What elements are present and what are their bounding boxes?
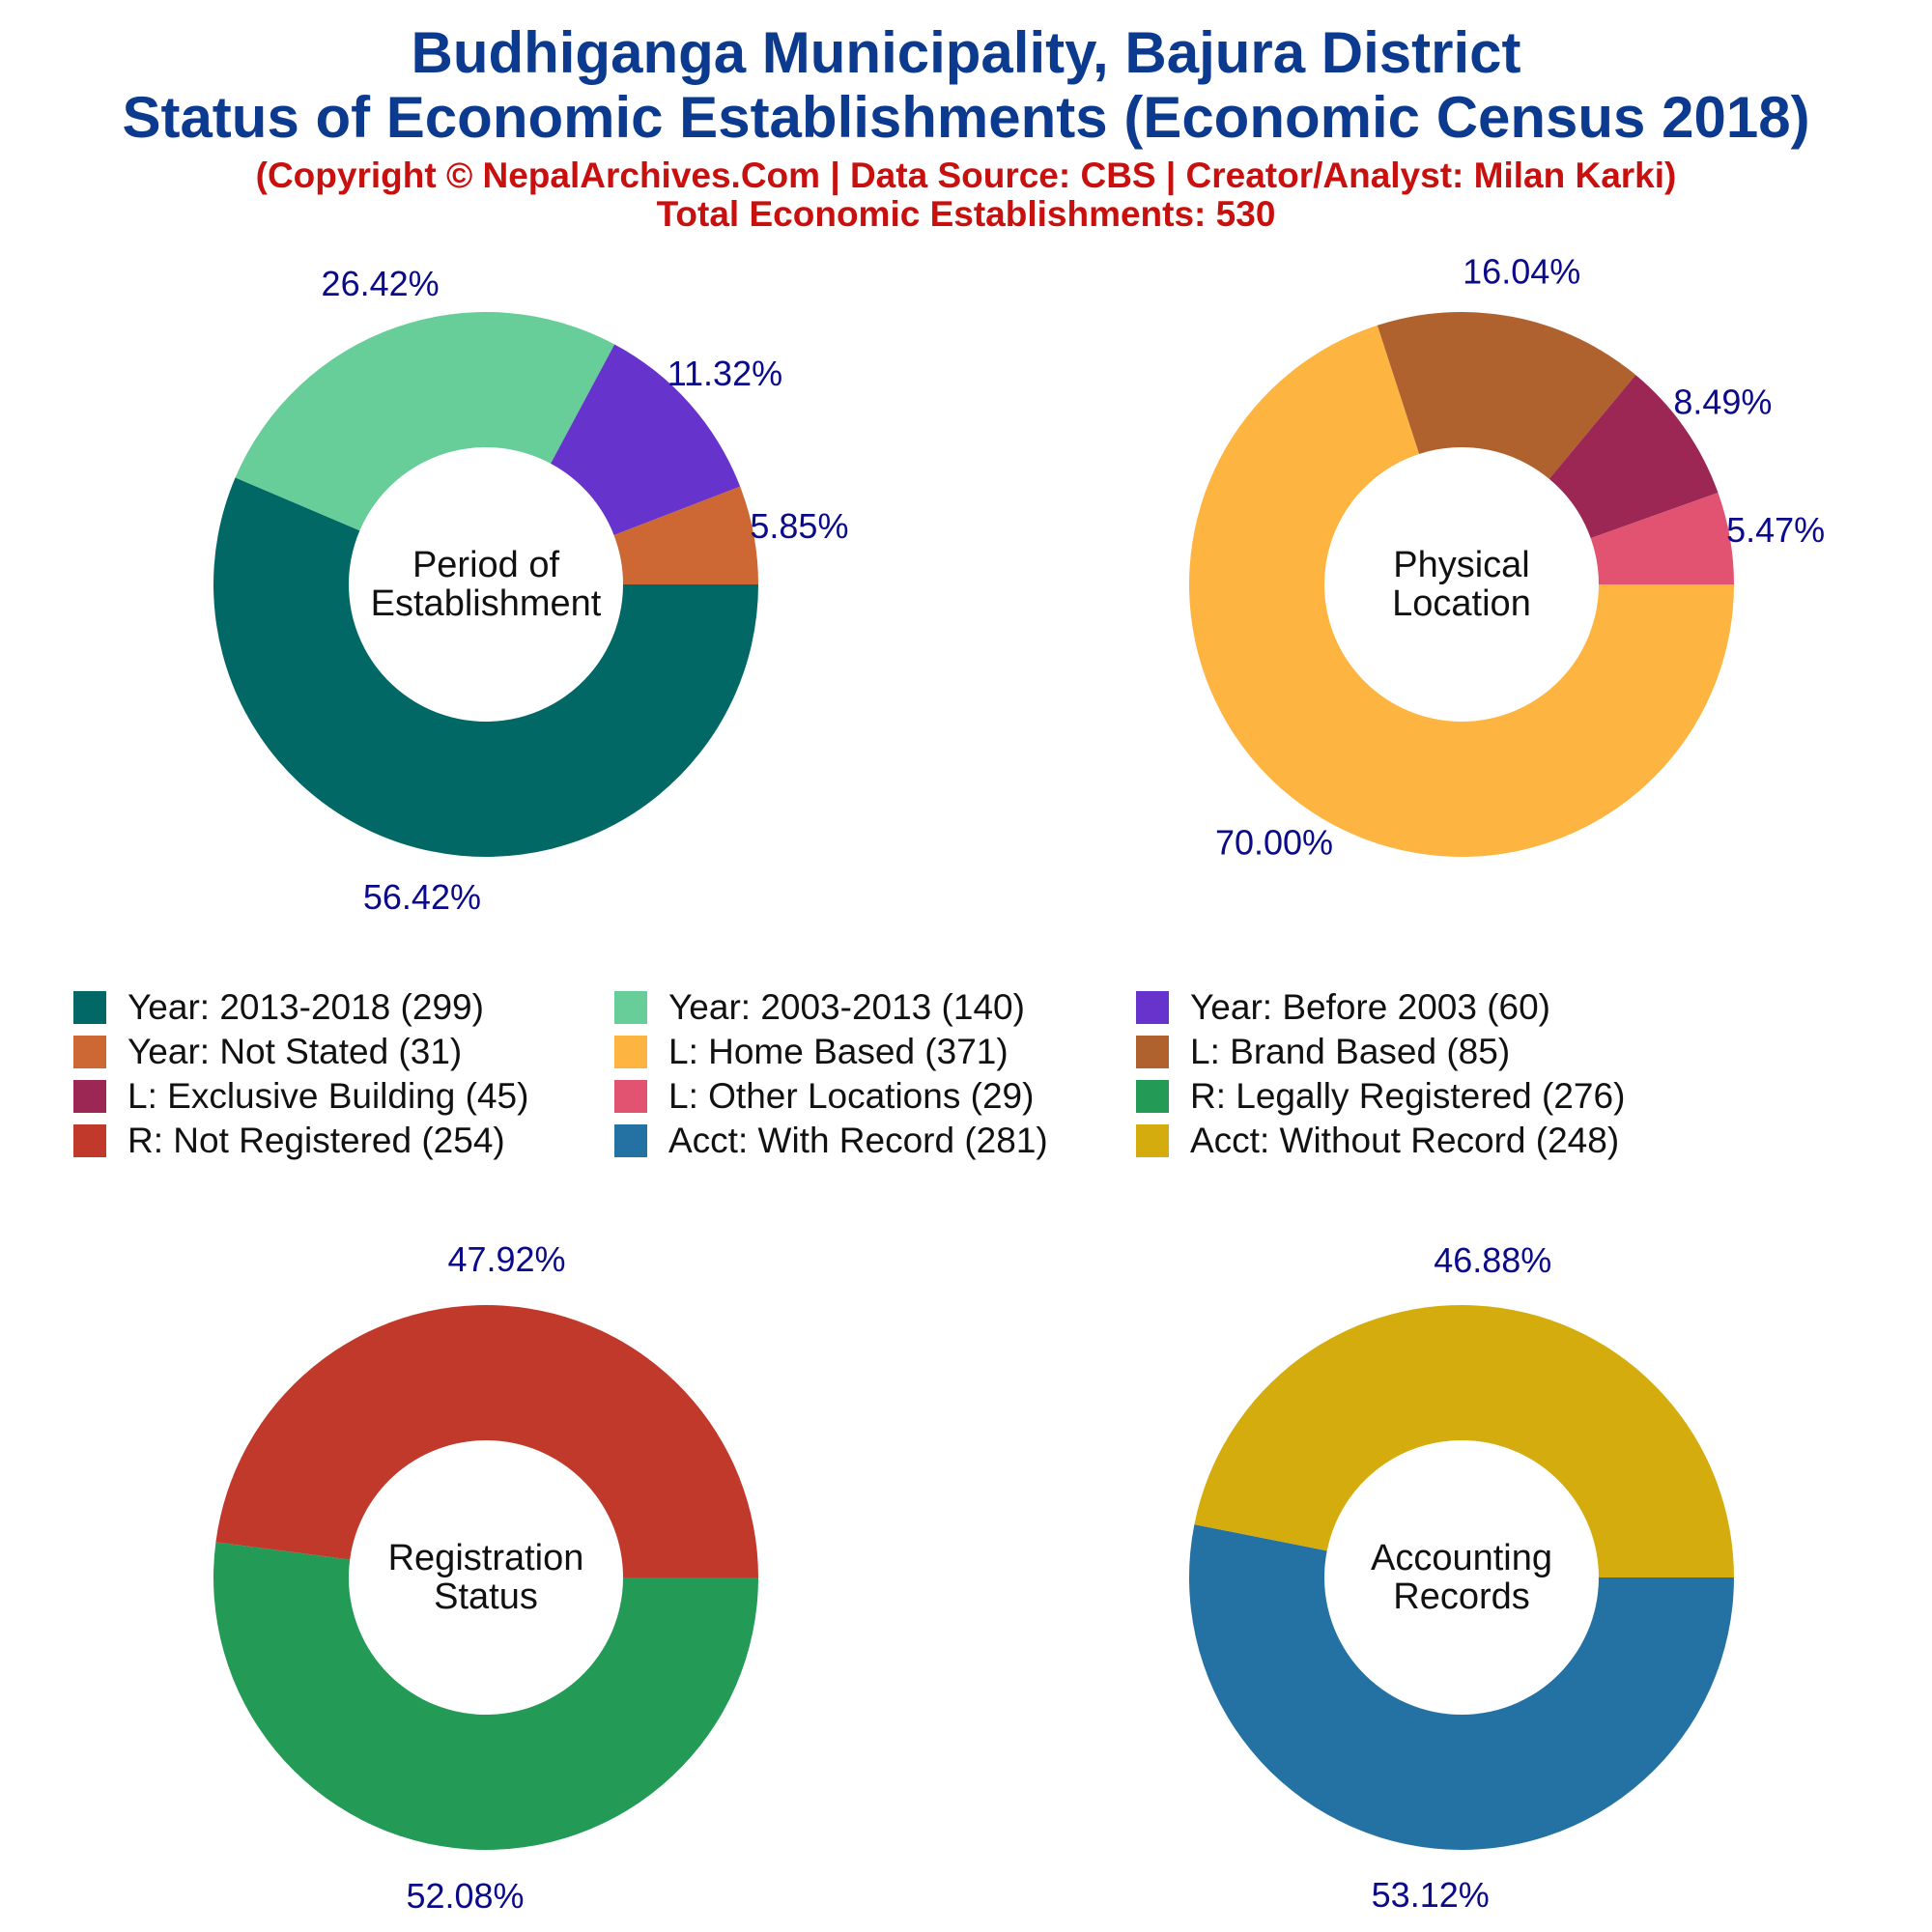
slice-year-before-2003	[551, 344, 741, 535]
slice-l-home-based	[1189, 325, 1734, 857]
legend-swatch	[1136, 991, 1169, 1024]
slice-r-legally-registered	[213, 1542, 758, 1851]
legend-label: Year: 2003-2013 (140)	[668, 987, 1025, 1027]
legend-label: L: Exclusive Building (45)	[128, 1076, 529, 1116]
slice-acct-without-record	[1194, 1305, 1734, 1577]
legend-swatch	[1136, 1080, 1169, 1113]
chart-title-line-1: Budhiganga Municipality, Bajura District	[411, 20, 1521, 85]
legend-label: L: Other Locations (29)	[668, 1076, 1035, 1116]
center-label-line: Status	[434, 1577, 538, 1617]
pct-label-l-home-based: 70.00%	[1215, 822, 1333, 862]
legend-swatch	[614, 991, 647, 1024]
pct-label-year-2013-2018: 56.42%	[363, 877, 481, 917]
donut-chart-period-of-establishment: 56.42% 26.42% 11.32% 5.85% Period ofEstablis…	[213, 264, 848, 917]
legend-swatch	[614, 1080, 647, 1113]
legend-item: Year: 2013-2018 (299)	[73, 987, 484, 1027]
total-establishments: Total Economic Establishments: 530	[656, 194, 1276, 234]
legend-label: R: Not Registered (254)	[128, 1121, 505, 1160]
legend-swatch	[73, 1080, 106, 1113]
center-label-line: Period of	[412, 545, 560, 585]
slice-l-other-locations	[1590, 492, 1734, 584]
slice-l-brand-based	[1377, 312, 1636, 479]
pct-label-l-brand-based: 16.04%	[1463, 251, 1580, 291]
legend-label: Year: Not Stated (31)	[128, 1032, 463, 1071]
center-label-line: Accounting	[1371, 1538, 1552, 1578]
legend-item: L: Exclusive Building (45)	[73, 1076, 529, 1116]
slice-year-2013-2018	[213, 477, 758, 858]
legend-swatch	[1136, 1124, 1169, 1157]
slice-r-not-registered	[215, 1305, 758, 1577]
chart-title-line-2: Status of Economic Establishments (Econo…	[122, 85, 1810, 150]
legend-swatch	[1136, 1036, 1169, 1068]
legend-label: L: Home Based (371)	[668, 1032, 1009, 1071]
legend-label: L: Brand Based (85)	[1190, 1032, 1511, 1071]
legend-label: Acct: With Record (281)	[668, 1121, 1048, 1160]
legend-swatch	[73, 1124, 106, 1157]
legend-item: Year: 2003-2013 (140)	[614, 987, 1025, 1027]
legend-label: R: Legally Registered (276)	[1190, 1076, 1626, 1116]
pct-label-year-before-2003: 11.32%	[668, 354, 782, 393]
pct-label-acct-with-record: 53.12%	[1372, 1875, 1490, 1915]
center-label-line: Records	[1393, 1577, 1530, 1617]
pct-label-year-not-stated: 5.85%	[750, 506, 848, 546]
legend-item: L: Brand Based (85)	[1136, 1032, 1511, 1071]
center-label-line: Physical	[1393, 545, 1530, 585]
legend-item: R: Legally Registered (276)	[1136, 1076, 1626, 1116]
pct-label-l-exclusive-building: 8.49%	[1673, 382, 1772, 421]
copyright-subtitle: (Copyright © NepalArchives.Com | Data So…	[255, 156, 1677, 195]
legend-item: Year: Before 2003 (60)	[1136, 987, 1550, 1027]
legend-swatch	[73, 991, 106, 1024]
pct-label-year-2003-2013: 26.42%	[322, 264, 440, 303]
legend-item: Acct: With Record (281)	[614, 1121, 1048, 1160]
legend-label: Year: Before 2003 (60)	[1190, 987, 1550, 1027]
slice-year-not-stated	[613, 486, 758, 584]
pct-label-r-not-registered: 47.92%	[447, 1239, 565, 1279]
legend-item: R: Not Registered (254)	[73, 1121, 505, 1160]
legend-item: L: Other Locations (29)	[614, 1076, 1035, 1116]
legend-swatch	[614, 1036, 647, 1068]
pct-label-l-other-locations: 5.47%	[1726, 510, 1825, 550]
slice-l-exclusive-building	[1548, 375, 1719, 539]
legend-item: Year: Not Stated (31)	[73, 1032, 463, 1071]
pct-label-r-legally-registered: 52.08%	[406, 1876, 524, 1916]
slice-year-2003-2013	[235, 312, 615, 531]
legend-item: Acct: Without Record (248)	[1136, 1121, 1620, 1160]
legend-label: Year: 2013-2018 (299)	[128, 987, 484, 1027]
pct-label-acct-without-record: 46.88%	[1434, 1240, 1551, 1280]
center-label-line: Location	[1392, 583, 1531, 624]
center-label-line: Establishment	[371, 583, 602, 624]
legend-item: L: Home Based (371)	[614, 1032, 1009, 1071]
slice-acct-with-record	[1189, 1524, 1734, 1851]
legend-label: Acct: Without Record (248)	[1190, 1121, 1620, 1160]
legend-swatch	[73, 1036, 106, 1068]
legend-swatch	[614, 1124, 647, 1157]
center-label-line: Registration	[388, 1538, 584, 1578]
